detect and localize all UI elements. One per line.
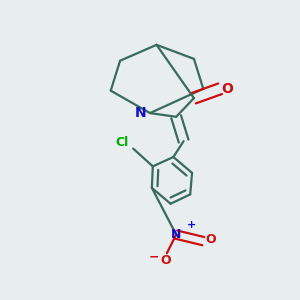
Text: Cl: Cl: [115, 136, 129, 149]
Text: +: +: [187, 220, 196, 230]
Text: O: O: [221, 82, 233, 96]
Text: N: N: [134, 106, 146, 120]
Text: N: N: [171, 228, 181, 241]
Text: O: O: [160, 254, 171, 267]
Text: O: O: [205, 233, 216, 246]
Text: −: −: [149, 251, 160, 264]
